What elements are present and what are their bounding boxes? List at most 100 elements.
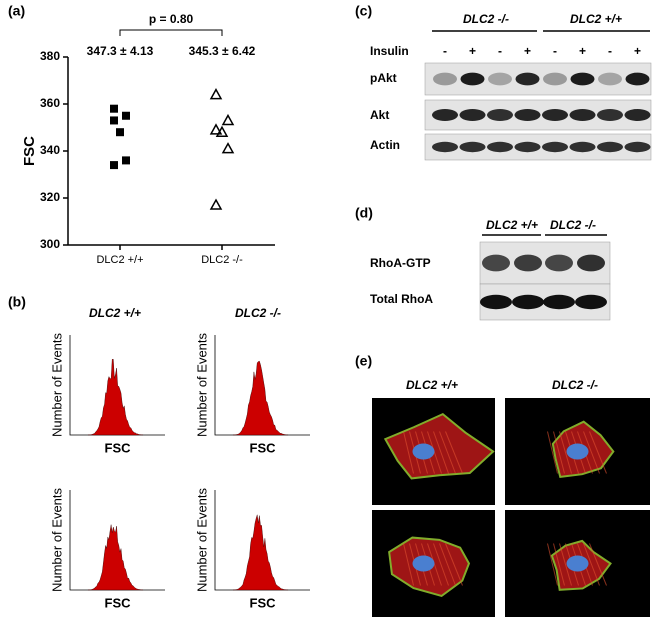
fiber [403, 543, 414, 586]
histogram-image [232, 360, 289, 436]
fiber [547, 543, 558, 586]
band [569, 109, 596, 121]
lane-sign: + [579, 44, 586, 58]
fiber [439, 543, 456, 586]
row-label: pAkt [370, 71, 397, 85]
band [625, 72, 650, 86]
y-axis-label: Number of Events [194, 332, 209, 437]
panel-label: (e) [355, 353, 372, 369]
point [209, 88, 223, 100]
fiber [589, 431, 607, 474]
histogram-image [87, 359, 144, 436]
x-axis-label: FSC [105, 440, 132, 455]
lane-sign: + [634, 44, 641, 58]
nucleus [566, 443, 589, 460]
fiber [445, 543, 463, 586]
point [209, 123, 223, 135]
band [512, 294, 544, 310]
point [209, 198, 223, 210]
fiber [559, 543, 572, 586]
y-axis-label: FSC [21, 136, 38, 166]
band [432, 141, 458, 153]
y-axis-label: Number of Events [194, 487, 209, 592]
column-header: DLC2 +/+ [89, 306, 141, 320]
band [433, 72, 457, 86]
fiber [433, 431, 449, 474]
band [460, 72, 485, 86]
point [110, 104, 118, 113]
fiber [589, 543, 607, 586]
lane-sign: - [498, 44, 502, 58]
panel-label: (a) [8, 3, 25, 19]
fiber [439, 431, 456, 474]
band [598, 72, 622, 86]
y-tick-label: 320 [40, 190, 60, 204]
histogram-image [232, 514, 289, 591]
fiber [427, 543, 442, 586]
point [215, 125, 229, 137]
y-tick-label: 360 [40, 96, 60, 110]
band [545, 254, 573, 272]
group-header: DLC2 +/+ [486, 218, 538, 232]
band [569, 141, 596, 153]
panel-label: (b) [8, 294, 26, 310]
point [110, 116, 118, 125]
band [543, 294, 575, 310]
fiber [433, 543, 449, 586]
panel-label: (d) [355, 205, 373, 221]
fiber [547, 431, 558, 474]
y-tick-label: 340 [40, 143, 60, 157]
band [570, 72, 595, 86]
x-axis-label: FSC [250, 440, 277, 455]
point [221, 113, 235, 126]
fiber [427, 431, 442, 474]
band [514, 141, 541, 153]
y-tick-label: 300 [40, 237, 60, 251]
lane-sign: - [443, 44, 447, 58]
bracket [119, 29, 223, 36]
x-tick-label: DLC2 +/+ [96, 254, 143, 266]
treatment-label: Insulin [370, 44, 409, 58]
band [488, 72, 512, 86]
point [116, 128, 124, 137]
nucleus [566, 555, 589, 572]
lane-sign: + [469, 44, 476, 58]
row-label: Akt [370, 108, 389, 122]
band [597, 141, 623, 153]
band [482, 254, 510, 272]
column-header: DLC2 -/- [235, 306, 281, 320]
x-tick-label: DLC2 -/- [201, 254, 243, 266]
band [459, 109, 486, 121]
row-label: Actin [370, 138, 400, 152]
fiber [445, 431, 463, 474]
fiber [559, 431, 572, 474]
row-label: RhoA-GTP [370, 256, 431, 270]
point [110, 161, 118, 170]
band [487, 109, 513, 121]
panel-label: (c) [355, 3, 372, 19]
band [575, 294, 607, 310]
fiber [583, 543, 600, 586]
nucleus [412, 555, 435, 572]
fiber [553, 431, 565, 474]
group-header: DLC2 -/- [550, 218, 596, 232]
band [480, 294, 512, 310]
nucleus [412, 443, 435, 460]
fiber [553, 543, 565, 586]
lane-sign: + [524, 44, 531, 58]
y-axis-label: Number of Events [49, 487, 64, 592]
mean-label: 345.3 ± 6.42 [189, 44, 256, 58]
point [122, 156, 130, 165]
x-axis-label: FSC [250, 595, 277, 610]
band [577, 254, 605, 272]
band [432, 109, 458, 121]
band [542, 109, 568, 121]
column-header: DLC2 -/- [552, 378, 598, 392]
mean-label: 347.3 ± 4.13 [87, 44, 154, 58]
fiber [403, 431, 414, 474]
row-label: Total RhoA [370, 292, 433, 306]
y-tick-label: 380 [40, 49, 60, 63]
lane-sign: - [553, 44, 557, 58]
y-axis-label: Number of Events [49, 332, 64, 437]
fiber [583, 431, 600, 474]
